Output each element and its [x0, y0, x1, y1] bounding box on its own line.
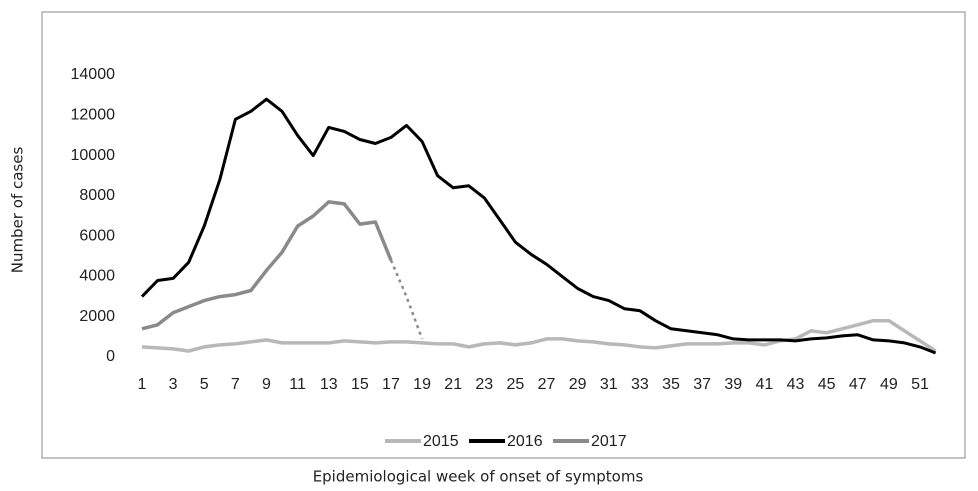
y-tick-label: 0 [106, 348, 115, 365]
x-tick-label: 15 [351, 376, 369, 393]
x-tick-label: 7 [231, 376, 240, 393]
x-tick-label: 5 [200, 376, 209, 393]
x-tick-label: 35 [662, 376, 680, 393]
y-tick-label: 8000 [79, 187, 115, 204]
x-tick-label: 49 [880, 376, 898, 393]
x-tick-label: 1 [138, 376, 147, 393]
x-tick-label: 11 [289, 376, 306, 393]
y-axis-label: Number of cases [9, 147, 27, 274]
x-tick-label: 19 [413, 376, 431, 393]
y-tick-label: 4000 [79, 268, 115, 285]
series-line [140, 97, 937, 355]
series-line [141, 318, 937, 353]
series-line [389, 259, 424, 340]
legend-label: 2016 [507, 433, 543, 450]
series-line [141, 200, 393, 331]
x-tick-label: 3 [169, 376, 178, 393]
chart-frame [41, 11, 966, 459]
x-tick-label: 13 [320, 376, 338, 393]
x-tick-label: 9 [262, 376, 271, 393]
x-tick-label: 47 [849, 376, 867, 393]
x-tick-label: 51 [911, 376, 929, 393]
x-tick-label: 41 [756, 376, 774, 393]
y-tick-label: 6000 [79, 227, 115, 244]
x-tick-label: 43 [787, 376, 805, 393]
x-tick-label: 31 [600, 376, 618, 393]
x-tick-label: 37 [693, 376, 711, 393]
x-tick-label: 17 [382, 376, 400, 393]
x-tick-label: 21 [444, 376, 462, 393]
x-axis-label: Epidemiological week of onset of symptom… [313, 468, 644, 486]
x-tick-label: 23 [475, 376, 493, 393]
legend-label: 2017 [591, 433, 627, 450]
x-tick-label: 33 [631, 376, 649, 393]
x-tick-label: 39 [724, 376, 742, 393]
x-tick-label: 29 [569, 376, 587, 393]
y-tick-label: 2000 [79, 308, 115, 325]
y-tick-label: 12000 [71, 107, 116, 124]
x-tick-label: 25 [507, 376, 525, 393]
x-tick-label: 27 [538, 376, 556, 393]
y-tick-label: 14000 [71, 66, 116, 83]
x-tick-label: 45 [818, 376, 836, 393]
y-tick-label: 10000 [71, 147, 116, 164]
legend-label: 2015 [423, 433, 459, 450]
